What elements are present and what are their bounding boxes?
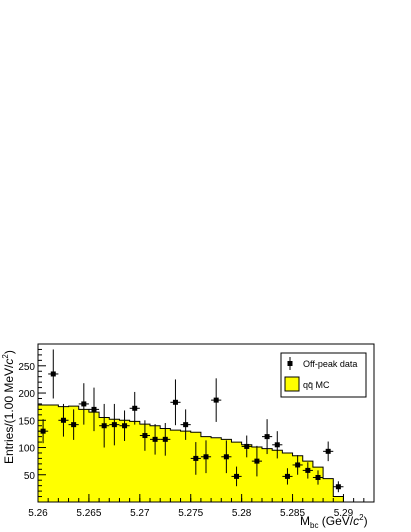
y-title-c: c [2,359,16,365]
data-point [251,445,262,477]
x-tick-label: 5.26 [28,508,48,519]
svg-text:Entries/(1.00 MeV/c2): Entries/(1.00 MeV/c2) [1,350,16,464]
point-marker [325,448,331,454]
x-title-main: M [300,514,310,528]
point-marker [142,433,148,439]
x-tick-label: 5.285 [280,508,305,519]
y-title-sup: 2 [1,354,10,359]
data-point [150,424,161,455]
y-tick-label: 200 [18,389,35,400]
point-marker [234,473,240,479]
x-tick-label: 5.275 [178,508,203,519]
data-point [231,466,242,487]
point-marker [295,462,301,468]
point-marker [122,423,128,429]
point-marker [183,422,189,428]
legend: Off-peak data qq̄ MC [280,352,367,398]
point-marker [213,397,219,403]
point-marker [305,467,311,473]
y-tick-label: 150 [18,416,35,427]
data-point [272,431,283,459]
point-marker [203,454,209,460]
data-point [68,409,79,440]
point-marker [101,423,107,429]
point-marker [315,474,321,480]
point-marker [81,401,87,407]
data-point [190,442,201,475]
plot-frame [37,343,375,503]
point-marker [71,422,77,428]
data-point [302,462,313,479]
y-axis-title: Entries/(1.00 MeV/c2) [1,350,16,464]
x-title-sub: bc [310,521,318,530]
svg-text:Mbc (GeV/c2): Mbc (GeV/c2) [300,513,368,530]
data-point [48,349,59,399]
point-marker [152,436,158,442]
x-tick-label: 5.29 [334,508,354,519]
point-marker [91,406,97,412]
x-title-close: ) [364,514,368,528]
data-point [282,468,293,485]
data-point [200,440,212,474]
point-marker [60,417,66,423]
data-point [109,403,120,446]
y-tick-label: 100 [18,444,35,455]
point-marker [132,405,138,411]
y-tick-label: 50 [24,471,36,482]
y-tick-label: 250 [18,362,35,373]
data-point [180,409,191,440]
point-marker [254,458,260,464]
point-marker [172,399,178,405]
legend-fill-swatch [284,376,300,392]
x-axis-title: Mbc (GeV/c2) [300,513,368,530]
data-point [99,403,110,448]
data-points-layer [38,349,344,493]
data-point [170,379,181,426]
point-marker [193,455,199,461]
legend-label-data: Off-peak data [303,359,357,369]
point-marker [274,442,280,448]
data-point [78,383,89,425]
data-point [333,481,344,493]
x-title-c: c [353,514,359,528]
point-marker [264,434,270,440]
x-title-sup: 2 [359,513,364,522]
data-point [323,441,334,462]
data-point [119,410,130,441]
data-point [160,423,171,456]
point-marker [223,454,229,460]
point-marker [40,428,46,434]
point-marker [111,422,117,428]
plot-frame-rect [37,343,375,503]
data-point [58,403,69,437]
y-title-close: ) [2,350,16,354]
data-point [221,440,232,474]
x-title-tail: (GeV/ [318,514,353,528]
data-point [241,435,252,458]
axis-ticks: 5.26 5.265 5.27 5.275 5.28 5.285 5.29 50 100 150 2… [18,348,375,519]
data-point [139,420,150,451]
y-title-main: Entries/(1.00 MeV/ [2,364,16,464]
data-point [88,387,100,432]
data-point [129,391,140,425]
legend-marker-icon [287,357,293,370]
x-tick-label: 5.28 [232,508,252,519]
data-point [38,419,49,444]
data-point [292,455,303,475]
x-tick-label: 5.265 [76,508,101,519]
point-marker [335,484,341,490]
point-marker [162,436,168,442]
data-point [211,378,222,422]
legend-label-mc: qq̄ MC [303,380,330,390]
point-marker [50,371,56,377]
point-marker [244,443,250,449]
point-marker [284,473,290,479]
data-point [262,419,273,455]
data-point [312,470,324,485]
x-tick-label: 5.27 [130,508,150,519]
